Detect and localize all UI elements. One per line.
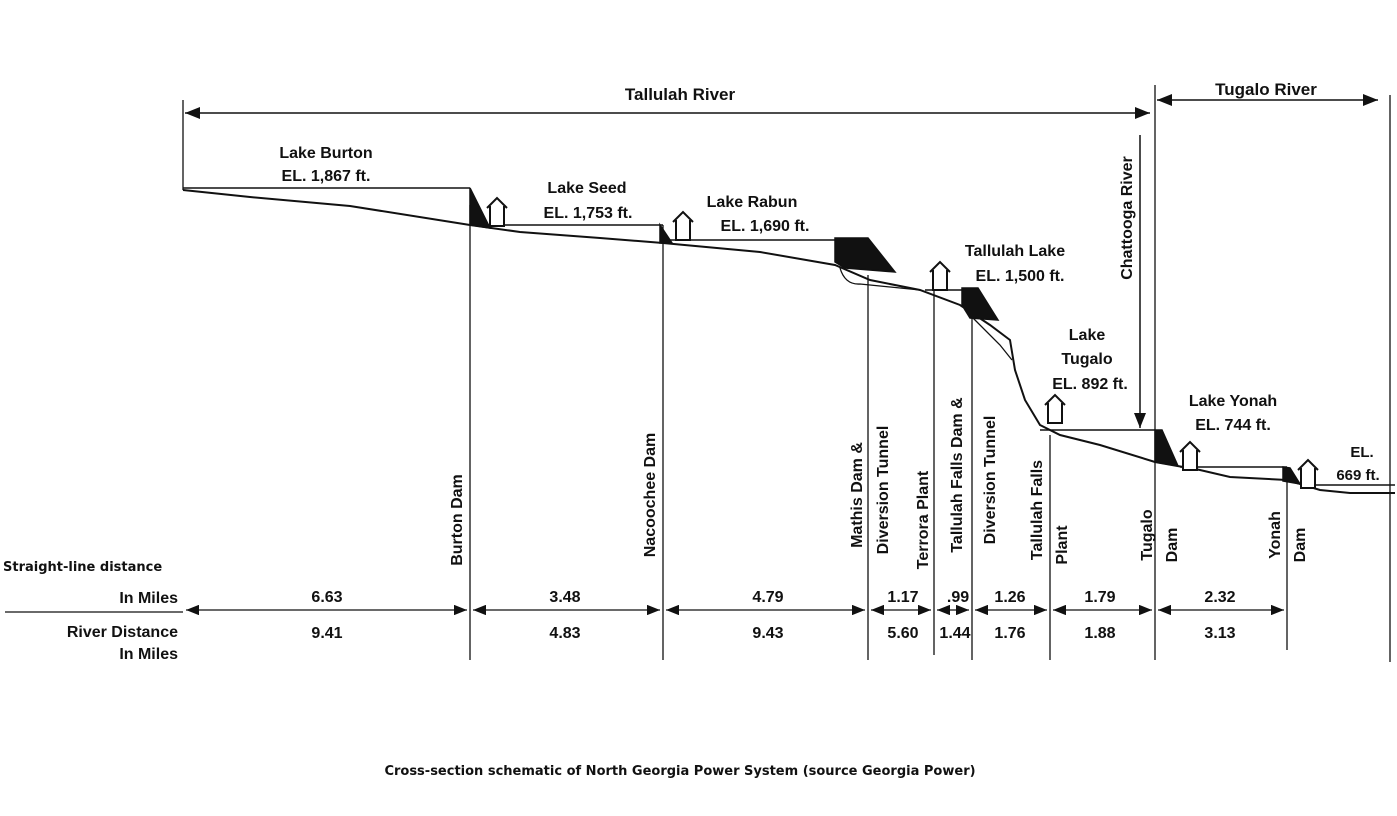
tallulah-lake-elevation: EL. 1,500 ft. [976,268,1065,285]
straight-line-distance-value: 2.32 [1204,589,1235,606]
lake-yonah-label: Lake Yonah [1189,393,1277,410]
facility-label: Tallulah Falls Dam & [949,397,966,553]
tailwater-elevation-label-1: EL. [1350,444,1373,461]
facility-label: Diversion Tunnel [875,426,892,555]
river-distance-value: 9.43 [752,625,783,642]
chattooga-river-label: Chattooga River [1119,156,1136,280]
lake-tugalo-label-1: Lake [1069,327,1106,344]
tallulah-falls-dam-icon [961,287,1000,321]
straight-line-distance-value: 4.79 [752,589,783,606]
facility-label: Terrora Plant [915,470,932,569]
lake-burton-elevation: EL. 1,867 ft. [282,168,371,185]
lake-burton-label: Lake Burton [279,145,372,162]
facility-label: Mathis Dam & [849,442,866,548]
straight-line-distance-value: 1.17 [887,589,918,606]
powerhouse-icon [929,260,951,291]
facility-label: Nacoochee Dam [642,433,659,558]
river-bed-profile [182,189,1395,494]
lake-tugalo-label-2: Tugalo [1061,351,1112,368]
straight-line-distance-value: .99 [947,589,969,606]
tallulah-lake-label: Tallulah Lake [965,243,1065,260]
lake-rabun-label: Lake Rabun [707,194,798,211]
yonah-dam-icon [1282,466,1302,486]
powerhouse-icon [1044,393,1066,424]
lake-seed-label: Lake Seed [547,180,626,197]
straight-line-distance-value: 3.48 [549,589,580,606]
mathis-dam-icon [834,237,897,273]
powerhouse-icon [672,210,694,241]
straight-line-distance-value: 6.63 [311,589,342,606]
lake-tugalo-elevation: EL. 892 ft. [1052,376,1128,393]
tugalo-dam-icon [1154,429,1180,467]
river-distance-unit-label: In Miles [119,646,178,663]
nacoochee-dam-icon [659,222,674,244]
river-distance-value: 1.44 [939,625,970,642]
facility-label: Burton Dam [449,474,466,566]
facility-label: Dam [1292,528,1309,563]
figure-caption: Cross-section schematic of North Georgia… [384,764,975,779]
tallulah-falls-diversion-tunnel [964,309,1013,361]
powerhouse-icon [1179,440,1201,471]
facility-label: Tugalo [1139,509,1156,560]
tallulah-river-label: Tallulah River [625,85,736,104]
facility-label: Tallulah Falls [1029,460,1046,560]
lake-rabun-elevation: EL. 1,690 ft. [721,218,810,235]
powerhouse-icon [486,196,508,227]
river-distance-label: River Distance [67,624,178,641]
straight-line-distance-value: 1.79 [1084,589,1115,606]
tailwater-elevation-label-2: 669 ft. [1336,467,1379,484]
straight-line-unit-label: In Miles [119,590,178,607]
river-distance-value: 5.60 [887,625,918,642]
mathis-diversion-tunnel [839,267,921,291]
river-distance-value: 1.88 [1084,625,1115,642]
tugalo-river-label: Tugalo River [1215,80,1317,99]
river-distance-value: 3.13 [1204,625,1235,642]
straight-line-distance-label: Straight-line distance [3,560,162,575]
facility-label: Diversion Tunnel [982,416,999,545]
lake-seed-elevation: EL. 1,753 ft. [544,205,633,222]
facility-label: Yonah [1267,511,1284,559]
powerhouse-icon [1297,458,1319,489]
river-distance-value: 1.76 [994,625,1025,642]
facility-label: Dam [1164,528,1181,563]
straight-line-distance-value: 1.26 [994,589,1025,606]
facility-label: Plant [1054,525,1071,565]
river-distance-value: 9.41 [311,625,342,642]
lake-yonah-elevation: EL. 744 ft. [1195,417,1271,434]
river-distance-value: 4.83 [549,625,580,642]
burton-dam-icon [469,187,492,229]
